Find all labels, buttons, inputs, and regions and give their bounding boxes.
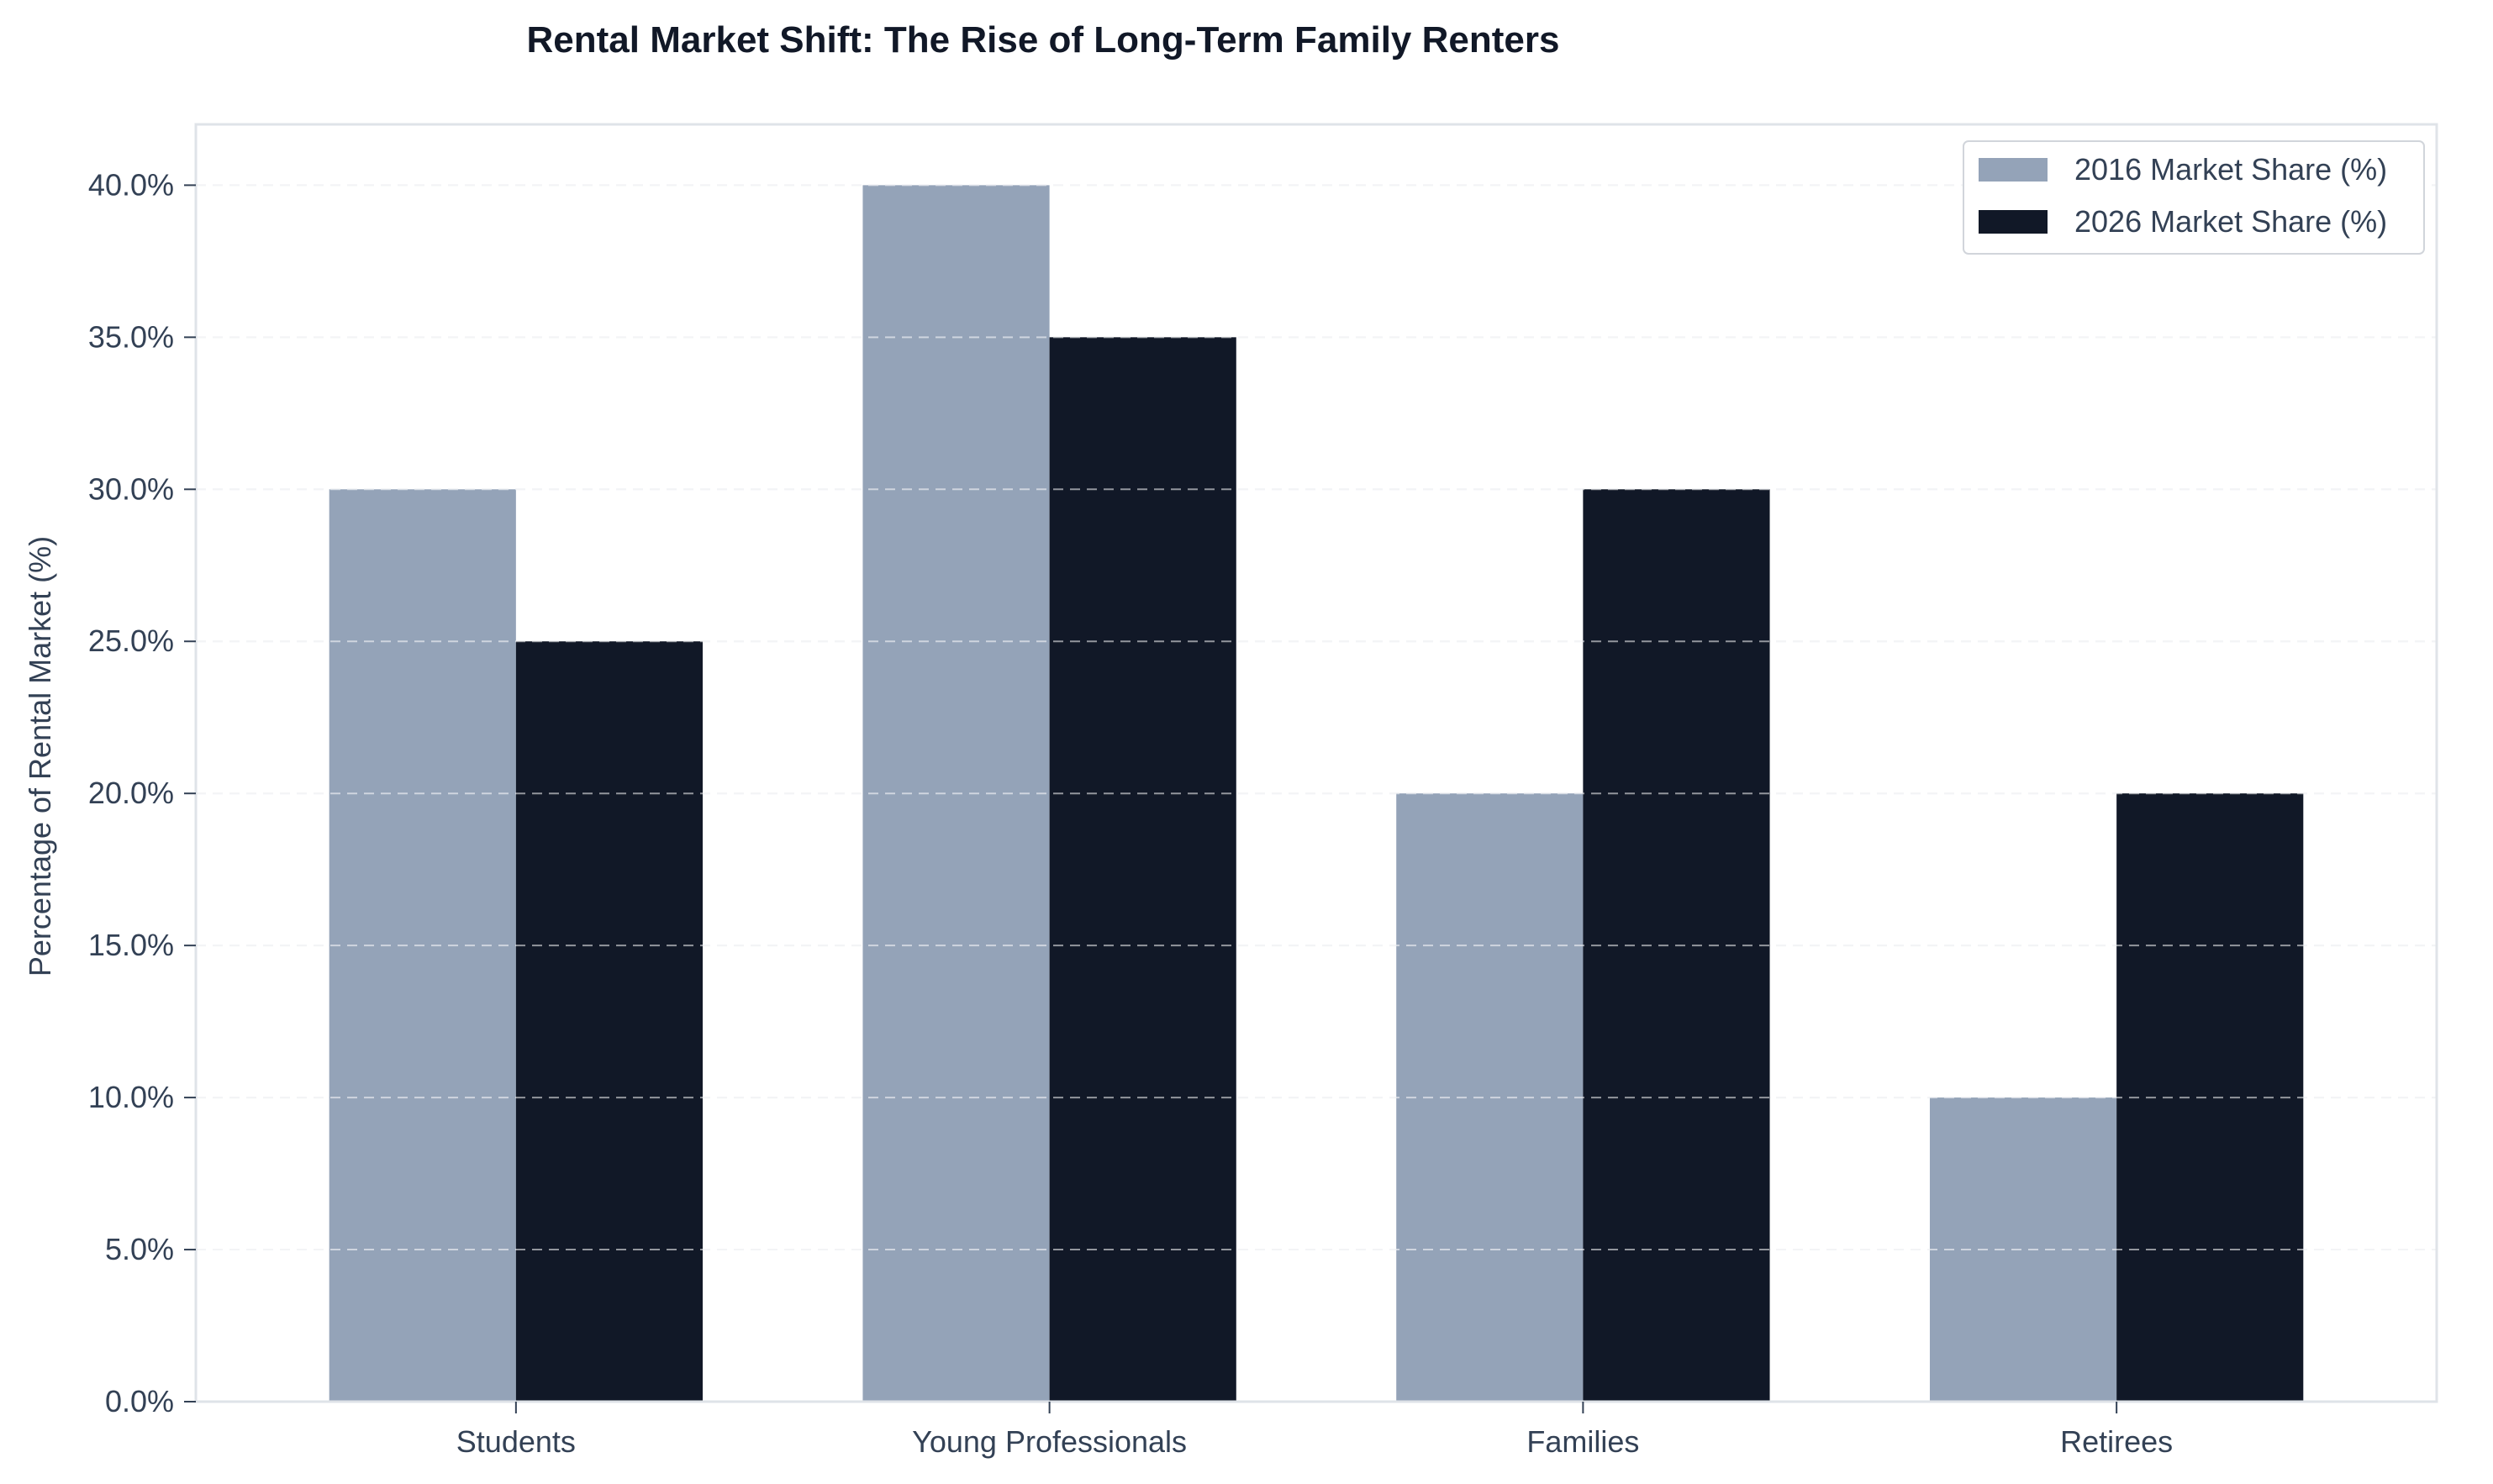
legend-swatch xyxy=(1979,158,2048,182)
x-tick-label: Families xyxy=(1526,1424,1639,1459)
y-tick-label: 40.0% xyxy=(88,167,174,202)
y-tick-label: 10.0% xyxy=(88,1080,174,1114)
legend-label: 2016 Market Share (%) xyxy=(2074,152,2387,187)
x-tick-label: Retirees xyxy=(2060,1424,2173,1459)
bar-2026-retirees xyxy=(2116,793,2304,1402)
x-tick-label: Young Professionals xyxy=(912,1424,1187,1459)
x-tick-label: Students xyxy=(456,1424,576,1459)
legend-box xyxy=(1963,140,2425,255)
y-tick-label: 5.0% xyxy=(105,1232,174,1266)
y-axis-ticks: 0.0% 5.0% 10.0% 15.0% 20.0% 25.0% 30.0% 35.0% 40… xyxy=(88,167,196,1418)
y-tick-label: 15.0% xyxy=(88,928,174,962)
bar-2026-young-professionals xyxy=(1049,337,1236,1402)
grid-lines-overlay xyxy=(196,184,2437,1251)
legend: 2016 Market Share (%) 2026 Market Share (… xyxy=(1963,140,2425,255)
x-axis-ticks: Students Young Professionals Families Retir… xyxy=(456,1402,2173,1459)
y-tick-label: 30.0% xyxy=(88,471,174,506)
legend-swatch xyxy=(1979,210,2048,234)
legend-label: 2026 Market Share (%) xyxy=(2074,204,2387,239)
chart-title: Rental Market Shift: The Rise of Long-Te… xyxy=(527,19,1560,61)
y-tick-label: 20.0% xyxy=(88,776,174,810)
y-tick-label: 25.0% xyxy=(88,624,174,658)
plot-frame xyxy=(194,123,2438,1403)
y-tick-label: 35.0% xyxy=(88,319,174,354)
y-tick-label: 0.0% xyxy=(105,1384,174,1418)
y-axis-label: Percentage of Rental Market (%) xyxy=(23,536,57,976)
bar-2026-students xyxy=(515,641,704,1402)
